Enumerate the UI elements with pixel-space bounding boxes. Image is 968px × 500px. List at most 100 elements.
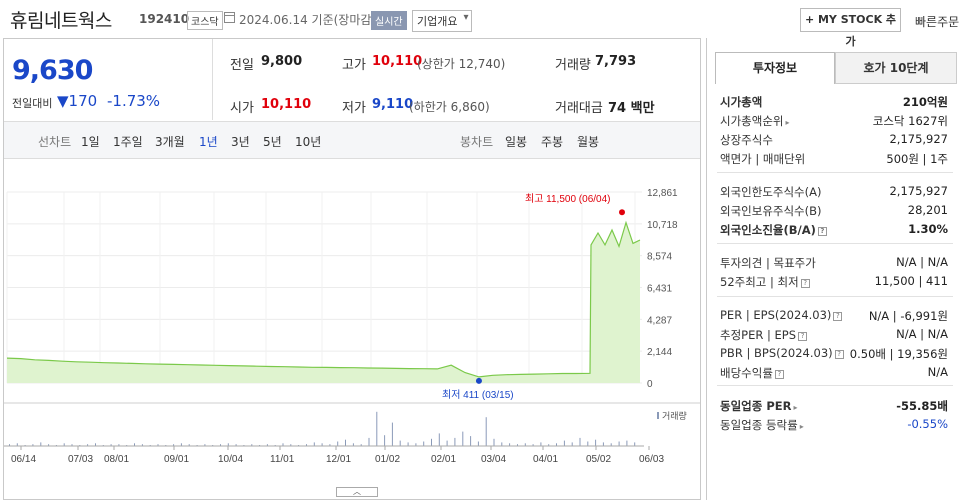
- info-row: 투자의견 | 목표주가 N/A | N/A: [720, 255, 948, 273]
- help-icon[interactable]: ?: [774, 370, 784, 379]
- volume-bar: [438, 433, 440, 446]
- volume-bar: [563, 440, 565, 446]
- volume-bar: [321, 443, 323, 446]
- volume-bar: [556, 443, 557, 446]
- info-row: 배당수익률? N/A: [720, 365, 948, 383]
- help-icon[interactable]: ?: [833, 312, 843, 321]
- info-row: 52주최고 | 최저? 11,500 | 411: [720, 274, 948, 292]
- min-label: 최저 411 (03/15): [442, 389, 514, 401]
- x-tick-label: 01/02: [375, 454, 400, 465]
- volume-bar: [524, 443, 526, 446]
- volume-bar: [501, 442, 503, 446]
- info-row: 상장주식수 2,175,927: [720, 132, 948, 150]
- volume-bar: [9, 444, 10, 446]
- info-value: 1.30%: [908, 222, 948, 236]
- panel-separator: [717, 172, 953, 173]
- volume-bar: [32, 444, 34, 446]
- volume-bar: [329, 444, 331, 446]
- volume-bar: [345, 439, 346, 446]
- info-value: 코스닥 1627위: [872, 114, 948, 128]
- my-stock-add-button[interactable]: + MY STOCK 추가: [800, 8, 901, 48]
- market-badge: 코스닥: [187, 11, 223, 30]
- info-label: 동일업종 PER ▸: [720, 399, 798, 413]
- tab-investment-info[interactable]: 투자정보: [715, 52, 835, 84]
- volume-bar: [306, 444, 307, 446]
- quick-order-link[interactable]: 빠른주문: [915, 15, 960, 29]
- max-label: 최고 11,500 (06/04): [525, 193, 611, 205]
- volume-legend-label: 거래량: [662, 410, 687, 421]
- company-overview-select[interactable]: 기업개요: [412, 10, 473, 32]
- period-1d[interactable]: 1일: [81, 135, 100, 149]
- volume-bar: [118, 444, 120, 446]
- info-label: 52주최고 | 최저?: [720, 274, 810, 290]
- volume-bar: [16, 443, 18, 446]
- x-tick-label: 07/03: [68, 454, 93, 465]
- trade-value-label: 거래대금: [555, 101, 603, 116]
- volume-bar: [399, 440, 401, 446]
- open-value: 10,110: [261, 97, 312, 112]
- volume-bar: [391, 422, 393, 446]
- high-label: 고가: [342, 58, 366, 73]
- chart-period-toolbar: 선차트 1일 1주일 3개월 1년 3년 5년 10년 봉차트 일봉 주봉 월봉: [4, 121, 700, 159]
- tab-order-book[interactable]: 호가 10단계: [835, 52, 957, 84]
- stock-title: 휴림네트웍스: [10, 10, 112, 32]
- y-tick-label: 12,861: [647, 188, 678, 199]
- help-icon[interactable]: ?: [834, 350, 844, 359]
- volume-bar: [235, 444, 237, 446]
- y-tick-label: 8,574: [647, 252, 672, 263]
- volume-bar: [266, 444, 268, 446]
- help-icon[interactable]: ?: [817, 227, 827, 236]
- volume-bar: [587, 441, 589, 446]
- candle-weekly[interactable]: 주봉: [541, 135, 564, 149]
- prev-close-label: 전일: [230, 58, 254, 73]
- info-value: 11,500 | 411: [874, 274, 948, 288]
- volume-bar: [634, 442, 636, 446]
- collapse-toggle[interactable]: ︿: [336, 487, 378, 497]
- volume-bar: [548, 444, 550, 446]
- help-icon[interactable]: ?: [800, 279, 810, 288]
- period-1w[interactable]: 1주일: [113, 135, 143, 149]
- help-icon[interactable]: ?: [798, 332, 808, 341]
- period-1y[interactable]: 1년: [199, 135, 218, 149]
- volume-bar: [87, 444, 89, 446]
- volume-bar: [602, 442, 604, 446]
- volume-bar: [204, 444, 206, 446]
- quote-chart-panel: 9,630 전일대비 ▼170 -1.73% 전일 9,800 고가 10,11…: [3, 38, 701, 500]
- volume-bar: [407, 442, 409, 446]
- volume-bar: [48, 444, 50, 446]
- candle-daily[interactable]: 일봉: [505, 135, 528, 149]
- period-3m[interactable]: 3개월: [155, 135, 185, 149]
- info-row: 시가총액순위 ▸ 코스닥 1627위: [720, 113, 948, 131]
- period-3y[interactable]: 3년: [231, 135, 250, 149]
- volume-bar: [352, 443, 354, 446]
- volume-bar: [180, 443, 182, 446]
- period-10y[interactable]: 10년: [295, 135, 322, 149]
- x-tick-label: 02/01: [431, 454, 456, 465]
- info-row: PER | EPS(2024.03)? N/A | -6,991원: [720, 308, 948, 326]
- period-5y[interactable]: 5년: [263, 135, 282, 149]
- info-label: 시가총액: [720, 95, 763, 109]
- change-percent: -1.73%: [107, 92, 161, 110]
- volume-legend-swatch: [657, 412, 659, 419]
- info-label: 투자의견 | 목표주가: [720, 256, 816, 270]
- volume-bar: [71, 444, 73, 446]
- caret-right-icon[interactable]: ▸: [785, 118, 790, 127]
- candle-monthly[interactable]: 월봉: [577, 135, 600, 149]
- caret-right-icon[interactable]: ▸: [793, 403, 798, 412]
- info-value: N/A | -6,991원: [868, 309, 948, 323]
- info-value: 28,201: [907, 203, 948, 217]
- volume-bar: [313, 442, 315, 446]
- info-label: 외국인소진율(B/A)?: [720, 222, 827, 238]
- volume-bar: [610, 443, 612, 446]
- y-tick-label: 4,287: [647, 315, 672, 326]
- change-label: 전일대비: [12, 97, 53, 110]
- price-area: [7, 222, 640, 383]
- info-value: 210억원: [902, 95, 948, 109]
- lower-limit: (하한가 6,860): [409, 100, 490, 114]
- candle-chart-label: 봉차트: [460, 135, 494, 149]
- volume-bar: [188, 444, 190, 446]
- info-value: 2,175,927: [889, 184, 948, 198]
- realtime-button[interactable]: 실시간: [371, 11, 407, 30]
- caret-right-icon[interactable]: ▸: [799, 422, 804, 431]
- info-row: 액면가 | 매매단위 500원 | 1주: [720, 151, 948, 169]
